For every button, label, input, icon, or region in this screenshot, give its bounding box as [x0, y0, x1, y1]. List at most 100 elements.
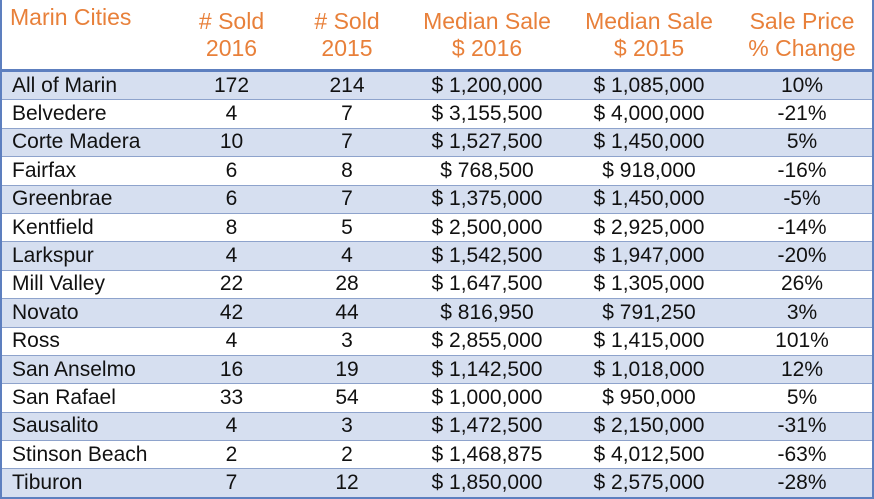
sold-2015-cell: 4 [288, 241, 406, 271]
median-2015-cell: $ 1,305,000 [568, 270, 730, 300]
price-change-cell: -31% [730, 412, 874, 442]
sold-2015-cell: 19 [288, 355, 406, 385]
median-2016-cell: $ 1,527,500 [406, 128, 568, 158]
sold-2016-cell: 4 [175, 99, 288, 129]
table-row: All of Marin 172 214 $ 1,200,000 $ 1,085,000… [0, 69, 874, 101]
city-cell: Tiburon [0, 468, 175, 498]
median-2015-cell: $ 1,450,000 [568, 128, 730, 158]
header-row: Marin Cities # Sold 2016 # Sold 2015 Med… [0, 0, 874, 72]
sold-2016-cell: 8 [175, 213, 288, 243]
median-2015-cell: $ 4,012,500 [568, 440, 730, 470]
median-2015-cell: $ 1,018,000 [568, 355, 730, 385]
city-cell: Mill Valley [0, 270, 175, 300]
sold-2016-cell: 4 [175, 327, 288, 356]
header-sold-2015: # Sold 2015 [288, 0, 406, 72]
sold-2016-cell: 7 [175, 468, 288, 498]
sold-2015-cell: 54 [288, 383, 406, 413]
sold-2015-cell: 7 [288, 99, 406, 129]
median-2015-cell: $ 2,925,000 [568, 213, 730, 243]
price-change-cell: -21% [730, 99, 874, 129]
median-2015-cell: $ 1,450,000 [568, 185, 730, 214]
median-2016-cell: $ 1,000,000 [406, 383, 568, 413]
price-change-cell: -63% [730, 440, 874, 470]
median-2015-cell: $ 950,000 [568, 383, 730, 413]
price-change-cell: 10% [730, 69, 874, 101]
median-2016-cell: $ 1,542,500 [406, 241, 568, 271]
median-2016-cell: $ 1,375,000 [406, 185, 568, 214]
price-change-cell: -5% [730, 185, 874, 214]
table-row: San Rafael 33 54 $ 1,000,000 $ 950,000 5% [0, 383, 874, 413]
header-median-2015: Median Sale $ 2015 [568, 0, 730, 72]
median-2016-cell: $ 2,855,000 [406, 327, 568, 356]
price-change-cell: 3% [730, 298, 874, 328]
median-2015-cell: $ 1,947,000 [568, 241, 730, 271]
price-change-cell: 12% [730, 355, 874, 385]
table-row: Stinson Beach 2 2 $ 1,468,875 $ 4,012,500 -63… [0, 440, 874, 470]
median-2016-cell: $ 768,500 [406, 156, 568, 186]
sold-2016-cell: 172 [175, 69, 288, 101]
sold-2016-cell: 42 [175, 298, 288, 328]
median-2015-cell: $ 4,000,000 [568, 99, 730, 129]
price-change-cell: 101% [730, 327, 874, 356]
table-header: Marin Cities # Sold 2016 # Sold 2015 Med… [0, 0, 874, 72]
price-change-cell: 5% [730, 128, 874, 158]
median-2016-cell: $ 1,142,500 [406, 355, 568, 385]
sold-2016-cell: 4 [175, 241, 288, 271]
median-2016-cell: $ 3,155,500 [406, 99, 568, 129]
table-row: Belvedere 4 7 $ 3,155,500 $ 4,000,000 -21% [0, 99, 874, 129]
median-2016-cell: $ 2,500,000 [406, 213, 568, 243]
table-row: Novato 42 44 $ 816,950 $ 791,250 3% [0, 298, 874, 328]
sold-2015-cell: 44 [288, 298, 406, 328]
city-cell: Belvedere [0, 99, 175, 129]
city-cell: Larkspur [0, 241, 175, 271]
price-change-cell: -20% [730, 241, 874, 271]
median-2016-cell: $ 1,468,875 [406, 440, 568, 470]
table-row: Corte Madera 10 7 $ 1,527,500 $ 1,450,000 5% [0, 128, 874, 158]
sold-2016-cell: 10 [175, 128, 288, 158]
sold-2015-cell: 2 [288, 440, 406, 470]
header-city: Marin Cities [0, 0, 175, 72]
sold-2015-cell: 8 [288, 156, 406, 186]
sold-2016-cell: 2 [175, 440, 288, 470]
city-cell: Ross [0, 327, 175, 356]
city-cell: All of Marin [0, 69, 175, 101]
sold-2015-cell: 7 [288, 128, 406, 158]
city-cell: Kentfield [0, 213, 175, 243]
sold-2016-cell: 33 [175, 383, 288, 413]
price-change-cell: 26% [730, 270, 874, 300]
sold-2016-cell: 16 [175, 355, 288, 385]
sold-2015-cell: 3 [288, 412, 406, 442]
price-change-cell: -16% [730, 156, 874, 186]
sold-2015-cell: 12 [288, 468, 406, 498]
table-row: Sausalito 4 3 $ 1,472,500 $ 2,150,000 -31% [0, 412, 874, 442]
table-row: Kentfield 8 5 $ 2,500,000 $ 2,925,000 -14% [0, 213, 874, 243]
header-price-change: Sale Price % Change [730, 0, 874, 72]
sold-2015-cell: 3 [288, 327, 406, 356]
city-cell: Sausalito [0, 412, 175, 442]
median-2015-cell: $ 1,415,000 [568, 327, 730, 356]
price-change-cell: 5% [730, 383, 874, 413]
city-cell: Novato [0, 298, 175, 328]
median-2015-cell: $ 791,250 [568, 298, 730, 328]
table-row: Fairfax 6 8 $ 768,500 $ 918,000 -16% [0, 156, 874, 186]
median-2015-cell: $ 2,150,000 [568, 412, 730, 442]
sold-2016-cell: 6 [175, 185, 288, 214]
table-row: Greenbrae 6 7 $ 1,375,000 $ 1,450,000 -5% [0, 185, 874, 214]
header-median-2016: Median Sale $ 2016 [406, 0, 568, 72]
price-change-cell: -14% [730, 213, 874, 243]
city-cell: Greenbrae [0, 185, 175, 214]
median-2016-cell: $ 1,472,500 [406, 412, 568, 442]
table-row: San Anselmo 16 19 $ 1,142,500 $ 1,018,000 12% [0, 355, 874, 385]
city-cell: San Rafael [0, 383, 175, 413]
sold-2016-cell: 6 [175, 156, 288, 186]
sold-2016-cell: 22 [175, 270, 288, 300]
city-cell: Corte Madera [0, 128, 175, 158]
city-cell: San Anselmo [0, 355, 175, 385]
header-sold-2016: # Sold 2016 [175, 0, 288, 72]
table-row: Ross 4 3 $ 2,855,000 $ 1,415,000 101% [0, 327, 874, 356]
median-2016-cell: $ 1,850,000 [406, 468, 568, 498]
city-cell: Fairfax [0, 156, 175, 186]
median-2015-cell: $ 1,085,000 [568, 69, 730, 101]
median-2015-cell: $ 2,575,000 [568, 468, 730, 498]
